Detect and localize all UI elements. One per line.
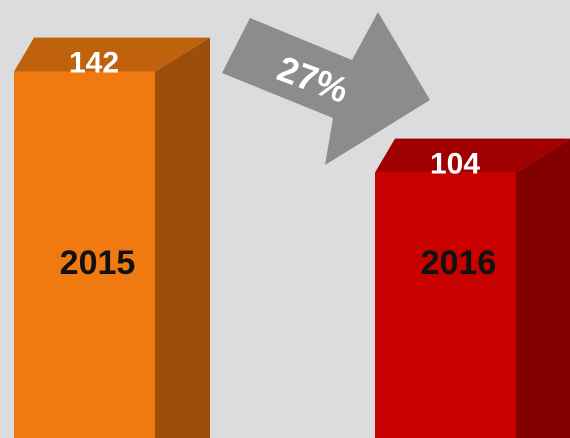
bar-top	[14, 37, 210, 72]
bar-side	[516, 139, 570, 438]
bar-side-shade	[155, 37, 210, 438]
bar-top	[375, 138, 570, 173]
value-label: 142	[69, 46, 119, 79]
bar-side	[155, 37, 210, 438]
value-label: 104	[430, 147, 480, 180]
category-label: 2015	[60, 244, 136, 282]
change-arrow	[222, 12, 430, 165]
bar-side-shade	[516, 139, 570, 438]
bar-top-shade	[14, 37, 210, 72]
bar	[14, 71, 155, 438]
category-label: 2016	[421, 244, 497, 282]
bar	[375, 172, 516, 438]
bar-top-shade	[375, 138, 570, 173]
